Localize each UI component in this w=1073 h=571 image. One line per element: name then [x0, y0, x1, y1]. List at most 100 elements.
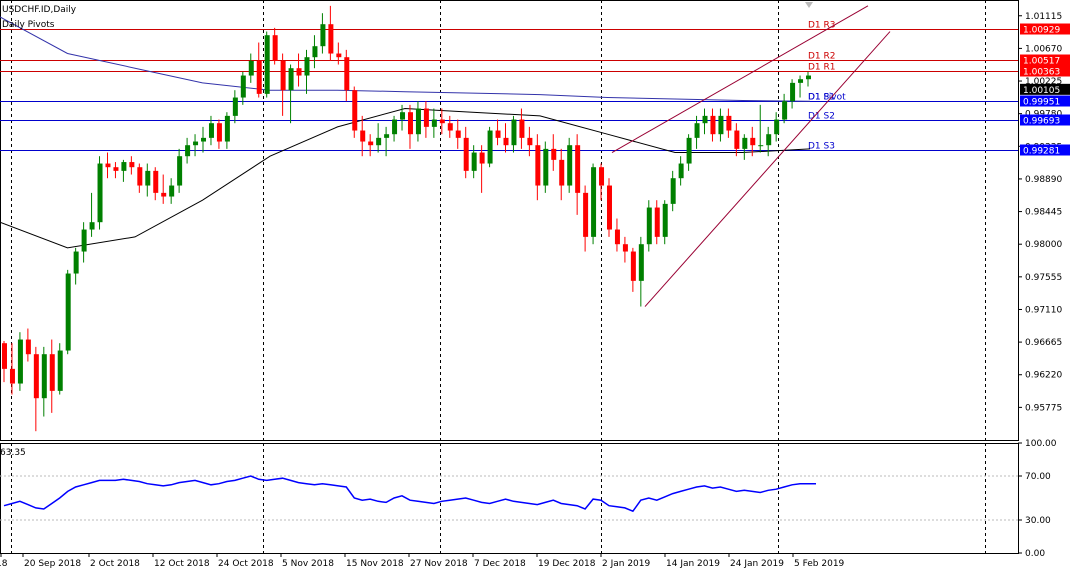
candle-body: [296, 68, 302, 76]
pivot-name-label: D1 S2: [808, 112, 835, 122]
candle-body: [201, 137, 207, 142]
symbol-title: USDCHF.ID,Daily: [2, 5, 77, 15]
candle-body: [622, 244, 628, 252]
candle-body: [734, 130, 740, 149]
pivot-price-tag: [1020, 23, 1070, 35]
candle-body: [575, 145, 581, 193]
candle-body: [169, 185, 175, 197]
candle-body: [806, 75, 811, 80]
y-tick-label: 0.96220: [1025, 371, 1062, 381]
candle-body: [630, 251, 636, 281]
candle-body: [654, 207, 660, 237]
candle-body: [248, 60, 254, 76]
x-tick-label: 15 Nov 2018: [346, 559, 404, 569]
candle-body: [511, 119, 517, 146]
current-price-tag: [1020, 83, 1070, 95]
candle-body: [288, 68, 294, 91]
candle-body: [161, 192, 167, 197]
candle-body: [240, 75, 246, 98]
x-tick-label: 5 Feb 2019: [794, 559, 845, 569]
candle-body: [638, 244, 644, 281]
pivot-price-label: 1.00363: [1023, 68, 1060, 78]
rsi-plot-frame: [0, 443, 1019, 554]
x-tick-label: 18: [0, 559, 8, 569]
candle-body: [407, 112, 413, 135]
candle-body: [2, 343, 7, 369]
y-tick-label: 1.00225: [1025, 77, 1062, 87]
candle-body: [742, 137, 748, 149]
pivot-name-label: D1 R1: [808, 63, 836, 73]
candle-body: [790, 82, 796, 102]
candle-body: [471, 152, 477, 171]
candle-body: [606, 185, 612, 230]
candle-body: [105, 163, 111, 168]
candle-body: [415, 108, 421, 135]
candle-body: [599, 167, 605, 186]
candle-body: [320, 24, 326, 47]
candle-body: [551, 148, 557, 160]
current-price-label: 1.00105: [1023, 86, 1060, 96]
pivot-name-label: D1 Pivot: [808, 93, 846, 103]
pivot-price-tag: [1020, 95, 1070, 107]
candle-body: [49, 354, 55, 391]
candle-body: [73, 251, 79, 274]
pivot-name-label: D1 R3: [808, 21, 836, 31]
candle-body: [423, 108, 429, 127]
candle-body: [25, 339, 31, 355]
candle-body: [137, 167, 143, 186]
pivot-price-label: 1.00517: [1023, 57, 1060, 67]
x-tick-label: 2 Jan 2019: [602, 559, 650, 569]
candle-body: [41, 354, 47, 399]
moving-average-slow-line: [0, 16, 811, 102]
x-tick-label: 19 Dec 2018: [538, 559, 596, 569]
candle-body: [344, 57, 350, 91]
candle-body: [431, 119, 437, 127]
candle-body: [368, 141, 374, 146]
candle-body: [798, 79, 804, 83]
pivot-price-label: 1.00929: [1023, 26, 1060, 36]
candle-body: [766, 134, 772, 146]
candle-body: [559, 159, 565, 186]
candle-body: [503, 137, 509, 146]
candle-body: [782, 101, 788, 120]
candle-body: [264, 35, 270, 94]
candle-body: [670, 178, 676, 204]
candle-body: [312, 46, 318, 58]
candle-body: [89, 222, 95, 230]
rsi-tick-label: 100.00: [1025, 439, 1057, 449]
pivot-name-label: D1 S3: [808, 142, 835, 152]
candle-body: [694, 123, 700, 138]
candle-body: [718, 115, 724, 135]
candle-body: [543, 148, 549, 186]
x-tick-label: 2 Oct 2018: [90, 559, 140, 569]
y-tick-label: 1.00670: [1025, 44, 1062, 54]
candle-body: [678, 163, 684, 179]
candle-body: [455, 130, 461, 138]
y-tick-label: 0.98890: [1025, 175, 1062, 185]
candle-body: [224, 115, 230, 142]
y-tick-label: 0.95775: [1025, 403, 1062, 413]
candle-body: [527, 137, 533, 146]
candle-body: [376, 137, 382, 146]
x-tick-label: 27 Nov 2018: [410, 559, 468, 569]
candle-body: [591, 167, 597, 237]
candle-body: [352, 90, 358, 131]
rsi-value-label: 63.35: [0, 448, 26, 458]
candle-body: [193, 141, 199, 146]
candle-body: [447, 123, 453, 131]
main-plot-frame: [0, 0, 1019, 441]
channel-lower-line: [644, 31, 891, 307]
pivot-name-label: D1 S1: [808, 93, 835, 103]
candle-body: [463, 137, 469, 171]
candle-body: [614, 229, 620, 245]
moving-average-fast-line: [0, 107, 811, 249]
x-tick-label: 20 Sep 2018: [24, 559, 81, 569]
candle-body: [439, 119, 445, 124]
candle-body: [487, 130, 493, 164]
candle-body: [495, 130, 501, 138]
candle-body: [304, 57, 310, 76]
candle-body: [280, 60, 286, 91]
candle-body: [702, 115, 708, 124]
pivot-price-tag: [1020, 54, 1070, 66]
candle-body: [9, 368, 15, 384]
